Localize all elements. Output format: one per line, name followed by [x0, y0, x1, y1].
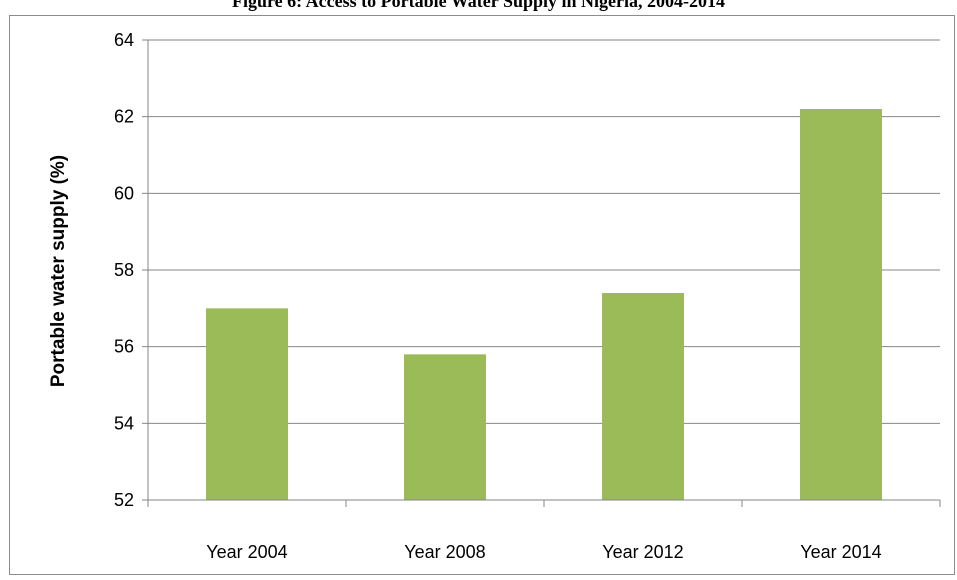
y-axis-label: Portable water supply (%) [48, 155, 69, 387]
y-tick-label: 58 [114, 260, 134, 280]
x-tick-label: Year 2012 [602, 542, 683, 562]
y-tick-label: 54 [114, 413, 134, 433]
x-tick-label: Year 2004 [206, 542, 287, 562]
y-tick-label: 52 [114, 490, 134, 510]
y-tick-label: 64 [114, 30, 134, 50]
chart-frame [9, 15, 955, 575]
bars [206, 109, 882, 500]
bar [404, 354, 486, 500]
y-tick-label: 60 [114, 183, 134, 203]
x-tick-labels: Year 2004 Year 2008 Year 2012 Year 2014 [206, 542, 881, 562]
bar [206, 308, 288, 500]
chart-title: Figure 6: Access to Portable Water Suppl… [232, 0, 725, 11]
x-tick-label: Year 2008 [404, 542, 485, 562]
x-tick-label: Year 2014 [800, 542, 881, 562]
axes [142, 39, 941, 507]
y-tick-label: 56 [114, 337, 134, 357]
y-tick-labels: 52 54 56 58 60 62 64 [114, 30, 134, 510]
y-tick-label: 62 [114, 107, 134, 127]
bar [800, 109, 882, 500]
bar [602, 293, 684, 500]
